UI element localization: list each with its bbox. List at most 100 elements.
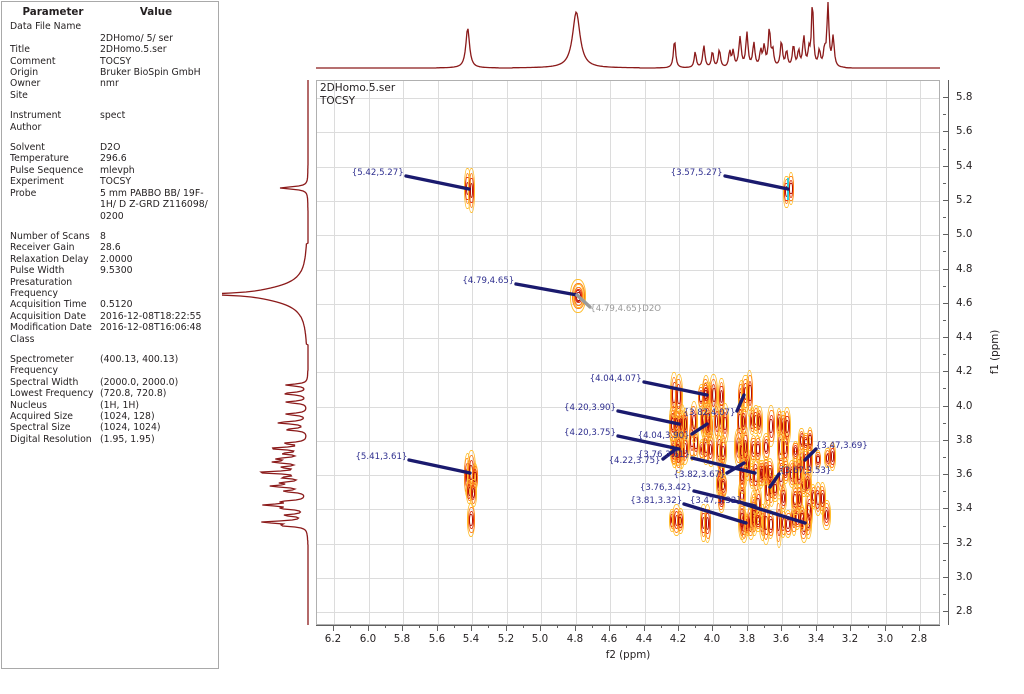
x-axis-minor-tick — [385, 625, 386, 628]
contour-peak — [756, 406, 763, 438]
peak-label: {3.67,3.53} — [779, 466, 832, 477]
parameter-spacer — [10, 345, 212, 354]
parameter-value — [100, 122, 212, 133]
parameter-value: (1H, 1H) — [100, 399, 139, 411]
peak-label: {3.47,3.32} — [689, 496, 742, 507]
x-axis-tick-label: 5.4 — [462, 633, 480, 645]
parameter-value: nmr — [100, 78, 119, 90]
peak-label: {3.82,3.67} — [673, 470, 726, 481]
x-axis-tick — [333, 625, 334, 631]
contour-peak — [814, 449, 822, 469]
parameter-row: Spectral Size (1024, 1024) — [10, 422, 212, 433]
parameter-table: Parameter Value Data File Name 2DHomo/ 5/ s… — [10, 6, 212, 445]
peak-leader-line — [571, 289, 596, 313]
parameter-row: Owner nmr — [10, 78, 212, 89]
contour-plot-area[interactable] — [316, 80, 940, 625]
x-axis-title: f2 (ppm) — [605, 649, 651, 661]
parameter-key: Title — [10, 44, 30, 56]
parameter-row: Pulse Width 9.5300 — [10, 265, 212, 276]
contour-peak — [740, 405, 748, 438]
peak-leader-line — [657, 443, 682, 465]
grid-line-vertical — [507, 81, 508, 624]
parameter-row: Relaxation Delay 2.0000 — [10, 254, 212, 265]
parameter-value: (1.95, 1.95) — [100, 433, 155, 445]
grid-line-vertical — [679, 81, 680, 624]
x-axis-minor-tick — [454, 625, 455, 628]
x-axis-minor-tick — [868, 625, 869, 628]
peak-label: {3.47,3.69} — [815, 440, 868, 451]
y-axis-tick — [943, 234, 949, 235]
parameter-table-header: Parameter Value — [10, 6, 212, 21]
x-axis-tick-label: 3.6 — [772, 633, 790, 645]
y-axis-tick — [943, 166, 949, 167]
grid-line-vertical — [403, 81, 404, 624]
y-axis-minor-tick — [943, 457, 946, 458]
x-axis-minor-tick — [557, 625, 558, 628]
parameter-key: Data File Name — [10, 21, 82, 33]
grid-line-horizontal — [317, 544, 939, 545]
peak-label: {3.76,3.42} — [639, 483, 692, 494]
grid-line-vertical — [334, 81, 335, 624]
grid-line-horizontal — [317, 304, 939, 305]
y-axis-tick-label: 4.6 — [956, 297, 973, 309]
grid-line-horizontal — [317, 235, 939, 236]
parameter-value: (2000.0, 2000.0) — [100, 376, 179, 388]
grid-line-horizontal — [317, 509, 939, 510]
parameter-value: 8 — [100, 230, 106, 242]
peak-leader-line — [612, 405, 685, 430]
grid-line-vertical — [472, 81, 473, 624]
grid-line-horizontal — [317, 201, 939, 202]
left-projection-spectrum — [222, 80, 314, 625]
contour-peak — [806, 426, 814, 454]
grid-line-vertical — [576, 81, 577, 624]
parameter-row: Comment TOCSY — [10, 56, 212, 67]
y-axis-tick — [943, 303, 949, 304]
parameter-value: (720.8, 720.8) — [100, 388, 167, 400]
parameter-row: Site — [10, 90, 212, 101]
parameter-value: 296.6 — [100, 153, 127, 165]
peak-leader-line — [719, 170, 794, 195]
parameter-spacer — [10, 222, 212, 231]
y-axis-tick — [943, 543, 949, 544]
peak-leader-line — [686, 452, 761, 479]
x-axis-minor-tick — [488, 625, 489, 628]
x-axis-minor-tick — [592, 625, 593, 628]
peak-label: {4.79,4.65} — [462, 276, 515, 287]
x-axis-tick-label: 4.4 — [635, 633, 653, 645]
x-axis-line — [316, 625, 940, 626]
x-axis-tick — [644, 625, 645, 631]
contour-peak — [467, 503, 476, 537]
x-axis-tick — [816, 625, 817, 631]
y-axis-minor-tick — [943, 320, 946, 321]
parameter-value — [100, 21, 212, 32]
parameter-value: D2O — [100, 142, 121, 154]
parameter-panel: Parameter Value Data File Name 2DHomo/ 5/ s… — [1, 1, 219, 669]
parameter-value: 9.5300 — [100, 265, 133, 277]
top-projection-spectrum — [316, 2, 940, 74]
x-axis-tick — [437, 625, 438, 631]
x-axis-tick — [368, 625, 369, 631]
peak-leader-line — [510, 278, 583, 301]
parameter-key: Acquisition Time — [10, 299, 87, 311]
peak-label: {3.82,4.07} — [683, 407, 736, 418]
peak-leader-line — [799, 443, 822, 466]
y-axis-minor-tick — [943, 423, 946, 424]
parameter-key: Spectral Size — [10, 422, 71, 434]
peak-leader-line — [612, 430, 685, 455]
grid-line-horizontal — [317, 338, 939, 339]
peak-leader-line — [686, 418, 713, 440]
contour-peak — [676, 508, 684, 534]
parameter-key: Probe — [10, 187, 37, 199]
peak-label: {4.79,4.65}D2O — [590, 304, 662, 315]
parameter-key: Receiver Gain — [10, 242, 75, 254]
y-axis-tick — [943, 440, 949, 441]
x-axis-tick-label: 3.0 — [876, 633, 894, 645]
y-axis-tick-label: 4.4 — [956, 331, 973, 343]
peak-leader-line — [721, 457, 750, 479]
parameter-value: 2DHomo.5.ser — [100, 44, 167, 56]
contour-peak — [746, 369, 754, 417]
peak-label: {4.20,3.90} — [564, 402, 616, 413]
parameter-value — [100, 90, 212, 101]
y-axis-tick — [943, 97, 949, 98]
grid-line-vertical — [541, 81, 542, 624]
